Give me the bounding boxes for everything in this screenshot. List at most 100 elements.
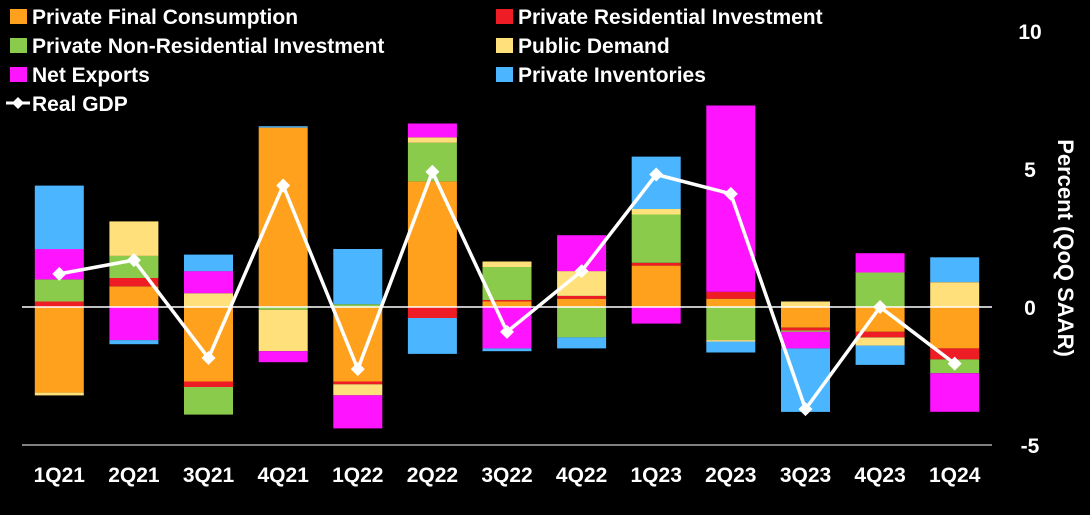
bar-segment: [930, 373, 980, 412]
bar-segment: [333, 384, 383, 396]
legend-swatch: [496, 67, 513, 82]
bar-segment: [407, 123, 457, 138]
legend-diamond-marker: [12, 97, 24, 109]
bar-segment: [631, 214, 681, 263]
gdp-point: [649, 167, 664, 182]
gdp-point: [873, 300, 888, 314]
gdp-point: [201, 351, 216, 366]
x-tick-label: 1Q21: [34, 464, 86, 487]
x-tick-label: 2Q21: [108, 464, 160, 487]
x-tick-label: 4Q21: [258, 464, 310, 487]
x-tick-label: 1Q22: [332, 464, 383, 487]
bar-segment: [109, 340, 159, 345]
gdp-point: [52, 266, 67, 281]
bar-segment: [482, 348, 532, 352]
bar-segment: [258, 307, 308, 310]
bar-segment: [407, 307, 457, 318]
gdp-point: [350, 362, 365, 377]
bar-segment: [631, 262, 681, 266]
x-tick-label: 1Q24: [929, 464, 981, 487]
y-tick-label: 5: [1024, 159, 1036, 182]
bar-segment: [258, 309, 308, 352]
bar-segment: [407, 137, 457, 143]
bar-segment: [333, 381, 383, 385]
bar-segment: [781, 307, 830, 328]
x-tick-label: 2Q23: [705, 464, 756, 487]
bar-segment: [34, 279, 84, 302]
bar-segment: [258, 126, 308, 128]
bar-segment: [557, 337, 607, 349]
x-tick-label: 1Q23: [631, 464, 682, 487]
legend-label: Net Exports: [32, 64, 150, 87]
legend-label: Private Inventories: [518, 64, 706, 87]
x-tick-label: 3Q22: [481, 464, 532, 487]
bar-segment: [781, 330, 830, 332]
bar-segment: [706, 341, 756, 353]
x-tick-label: 3Q23: [780, 464, 831, 487]
bar-segment: [333, 304, 383, 307]
gdp-line-layer: [52, 164, 962, 417]
bar-segment: [34, 307, 84, 393]
legend-swatch: [10, 9, 27, 24]
bar-segment: [855, 345, 905, 365]
bar-segment: [631, 209, 681, 215]
bar-segment: [482, 261, 532, 267]
bar-segment: [930, 348, 980, 360]
gdp-point: [798, 402, 813, 417]
bar-segment: [333, 249, 383, 305]
bar-segment: [34, 185, 84, 250]
bar-segment: [855, 337, 905, 346]
legend-label: Public Demand: [518, 35, 670, 58]
gdp-point: [574, 264, 589, 279]
bar-segment: [557, 298, 607, 307]
legend: Private Final Consumption Private Residen…: [6, 6, 823, 116]
bar-segment: [557, 307, 607, 338]
legend-swatch: [10, 67, 27, 82]
gdp-point: [126, 253, 141, 268]
bar-segment: [855, 331, 905, 338]
bar-segment: [109, 286, 159, 307]
y-axis-ticks: -5 0 5 10: [1018, 21, 1041, 458]
y-axis-title: Percent (QoQ SAAR): [1053, 139, 1078, 357]
bar-segment: [781, 331, 830, 349]
legend-swatch: [496, 38, 513, 53]
bar-segment: [930, 257, 980, 283]
y-tick-label: 10: [1018, 21, 1041, 44]
x-tick-label: 4Q23: [854, 464, 905, 487]
bar-segment: [706, 307, 756, 341]
legend-label: Private Final Consumption: [32, 6, 298, 29]
legend-swatch: [10, 38, 27, 53]
legend-label: Private Non-Residential Investment: [32, 35, 384, 58]
legend-swatch: [496, 9, 513, 24]
gdp-point: [425, 164, 440, 179]
bar-segment: [34, 392, 84, 396]
bar-segment: [781, 301, 830, 307]
bar-segment: [930, 307, 980, 349]
bar-segment: [109, 278, 159, 287]
bar-segment: [706, 340, 756, 342]
bar-segment: [706, 291, 756, 299]
bar-segment: [258, 127, 308, 307]
bar-segment: [781, 327, 830, 331]
bar-segment: [333, 395, 383, 429]
bar-segment: [706, 298, 756, 307]
bar-segment: [482, 300, 532, 302]
y-tick-label: -5: [1021, 435, 1040, 458]
bar-segment: [109, 221, 159, 256]
bar-segment: [631, 156, 681, 209]
bar-segment: [184, 387, 233, 415]
x-axis-ticks: 1Q21 2Q21 3Q21 4Q21 1Q22 2Q22 3Q22 4Q22 1Q23 2Q23…: [34, 464, 981, 487]
bar-segment: [109, 307, 159, 341]
gdp-point: [723, 186, 738, 201]
legend-label: Private Residential Investment: [518, 6, 823, 29]
bars-layer: [34, 105, 980, 429]
bar-segment: [184, 271, 233, 294]
bar-segment: [407, 181, 457, 307]
y-tick-label: 0: [1024, 297, 1036, 320]
x-tick-label: 2Q22: [407, 464, 458, 487]
bar-segment: [184, 293, 233, 307]
bar-segment: [34, 301, 84, 307]
gdp-point: [500, 324, 514, 339]
bar-segment: [557, 296, 607, 299]
